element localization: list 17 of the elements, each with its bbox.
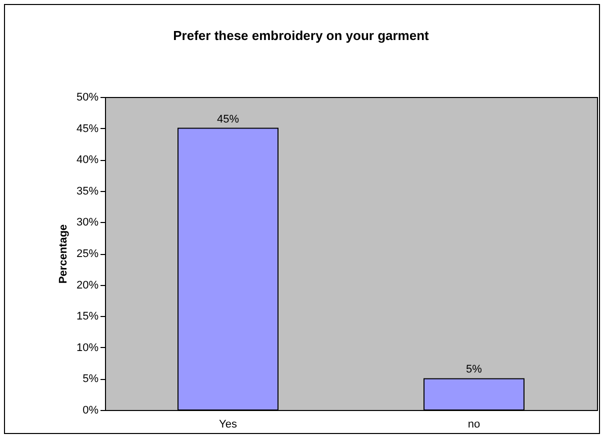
y-tick-label: 20% xyxy=(76,279,99,292)
y-tick-label: 40% xyxy=(76,154,99,166)
y-tick-label: 5% xyxy=(82,373,99,386)
y-tick-label: 15% xyxy=(76,310,99,323)
y-tick-label: 30% xyxy=(76,216,99,229)
chart-title: Prefer these embroidery on your garment xyxy=(173,28,430,43)
y-tick-label: 25% xyxy=(76,248,99,260)
x-tick-label: no xyxy=(468,418,480,430)
y-tick-label: 50% xyxy=(76,92,99,104)
y-axis-title: Percentage xyxy=(57,224,70,284)
y-tick-label: 10% xyxy=(76,342,99,354)
y-tick-label: 35% xyxy=(76,185,99,198)
y-tick-label: 0% xyxy=(82,404,99,416)
data-label: 5% xyxy=(466,364,482,376)
x-tick-label: Yes xyxy=(219,418,238,430)
y-tick-label: 45% xyxy=(76,122,99,135)
data-label: 45% xyxy=(216,113,240,126)
